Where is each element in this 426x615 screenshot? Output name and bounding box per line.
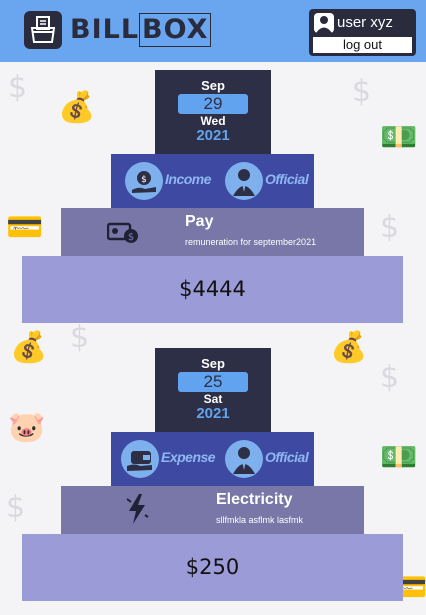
receipt-box-icon: [30, 16, 56, 43]
date-month: Sep: [201, 356, 225, 371]
scope-label: Official: [265, 449, 309, 465]
date-box: Sep 29 Wed 2021: [155, 70, 271, 154]
transaction-amount: $4444: [179, 277, 246, 301]
date-weekday: Sat: [203, 392, 223, 406]
logo-text-box: BOX: [139, 13, 212, 47]
date-day: 29: [178, 94, 248, 114]
app-logo-text: BILL BOX: [70, 12, 212, 48]
logout-button[interactable]: log out: [313, 37, 412, 53]
transaction-amount: $250: [185, 555, 240, 579]
scope-label: Official: [265, 171, 309, 187]
transaction-card[interactable]: Sep 29 Wed 2021 $ Income O: [0, 62, 426, 323]
type-label: Income: [165, 171, 212, 187]
person-suit-icon: [233, 169, 255, 196]
amount-row: $4444: [22, 256, 403, 323]
date-day: 25: [178, 372, 248, 392]
logo-icon-box: [24, 11, 62, 49]
date-weekday: Wed: [200, 114, 226, 128]
wallet-hand-icon: [127, 451, 152, 471]
date-month: Sep: [201, 78, 225, 93]
user-avatar-icon: [314, 13, 334, 33]
amount-row: $250: [22, 534, 403, 601]
app-header: BILL BOX user xyz log out: [0, 0, 426, 62]
date-year: 2021: [196, 405, 230, 422]
type-label: Expense: [161, 449, 216, 465]
category-title: Electricity: [216, 491, 293, 508]
tag-row: $ Income Official: [111, 154, 314, 210]
person-suit-icon: [233, 447, 255, 474]
cash-payment-icon: $: [107, 222, 138, 243]
transaction-description: remuneration for september2021: [185, 237, 317, 247]
logo-text-bill: BILL: [70, 14, 140, 45]
transaction-description: sllfmkla asflmk lasfmk: [216, 515, 304, 525]
category-row: Electricity sllfmkla asflmk lasfmk: [61, 486, 364, 534]
svg-text:$: $: [128, 232, 134, 243]
lightning-bolt-icon: [126, 494, 149, 524]
transaction-card[interactable]: Sep 25 Sat 2021 Expense O: [0, 340, 426, 601]
money-bag-hand-icon: $: [132, 171, 156, 193]
user-name: user xyz: [337, 14, 393, 31]
date-box: Sep 25 Sat 2021: [155, 348, 271, 432]
money-pattern-background: $💰 $💵 💳$ 💰$ 💰$ 🐷💵 $💰 $💳: [6, 70, 426, 605]
tag-row: Expense Official: [111, 432, 314, 488]
category-title: Pay: [185, 213, 214, 230]
category-row: $ Pay remuneration for september2021: [61, 208, 364, 256]
svg-text:$: $: [141, 175, 147, 185]
user-panel: user xyz log out: [309, 9, 416, 56]
date-year: 2021: [196, 127, 230, 144]
